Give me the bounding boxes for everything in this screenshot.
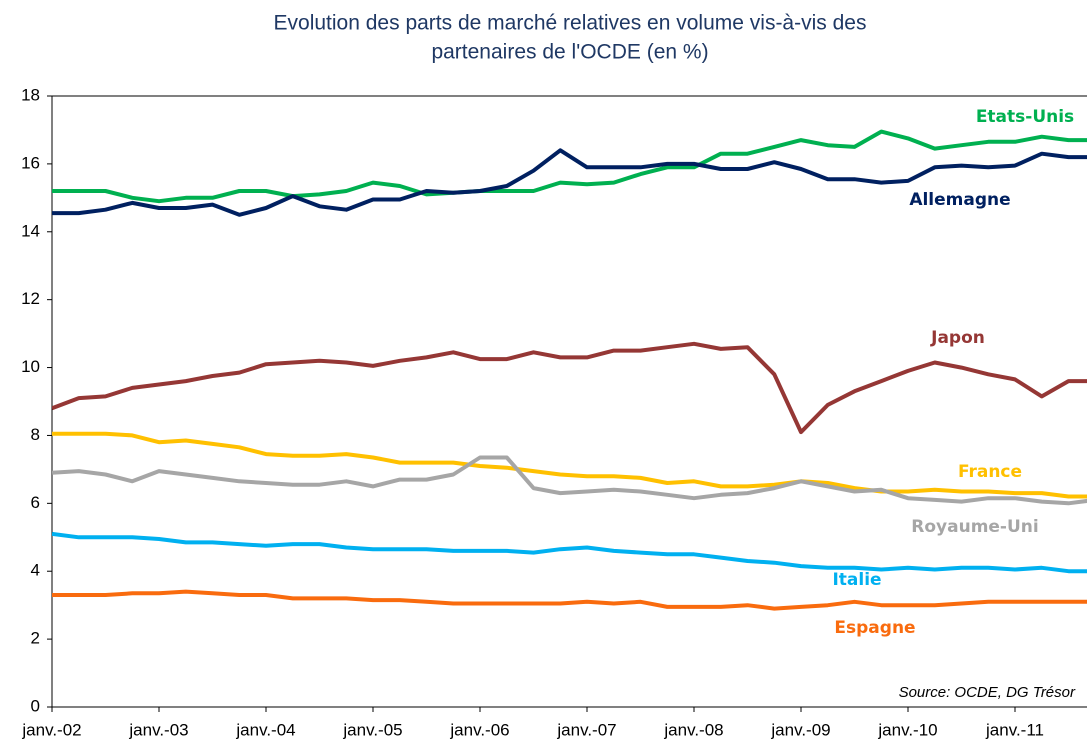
series-label: Royaume-Uni	[911, 517, 1038, 537]
series-line	[52, 455, 1087, 506]
y-tick-label: 10	[21, 357, 40, 376]
y-tick-label: 6	[31, 493, 40, 512]
series-label: France	[958, 462, 1022, 482]
series-label: Etats-Unis	[976, 107, 1074, 127]
x-tick-label: janv.-05	[342, 720, 402, 739]
x-tick-label: janv.-02	[21, 720, 81, 739]
plot-lines	[52, 129, 1087, 611]
series-line	[52, 431, 1087, 499]
x-tick-label: janv.-03	[128, 720, 188, 739]
chart-title: partenaires de l'OCDE (en %)	[431, 41, 708, 64]
y-tick-label: 8	[31, 425, 40, 444]
series-line	[52, 531, 1087, 574]
series-line	[52, 148, 1087, 217]
y-tick-label: 0	[31, 696, 40, 715]
x-tick-label: janv.-09	[770, 720, 830, 739]
series-line	[52, 589, 1087, 611]
series-label: Italie	[832, 570, 881, 590]
series-line	[52, 129, 1087, 204]
x-tick-label: janv.-08	[663, 720, 723, 739]
series-label: Espagne	[834, 618, 915, 638]
y-tick-label: 16	[21, 153, 40, 172]
x-tick-label: janv.-11	[985, 720, 1044, 739]
source-note: Source: OCDE, DG Trésor	[899, 684, 1076, 701]
y-tick-label: 4	[31, 561, 40, 580]
series-line	[52, 341, 1087, 435]
x-tick-label: janv.-07	[556, 720, 616, 739]
x-tick-label: janv.-04	[235, 720, 295, 739]
x-tick-label: janv.-06	[449, 720, 509, 739]
y-tick-label: 14	[21, 221, 40, 240]
y-tick-label: 2	[31, 629, 40, 648]
chart-title: Evolution des parts de marché relatives …	[274, 12, 867, 35]
y-tick-label: 12	[21, 289, 40, 308]
series-label: Allemagne	[909, 190, 1010, 210]
y-tick-label: 18	[21, 85, 40, 104]
series-label: Japon	[930, 328, 985, 348]
x-tick-label: janv.-10	[877, 720, 937, 739]
